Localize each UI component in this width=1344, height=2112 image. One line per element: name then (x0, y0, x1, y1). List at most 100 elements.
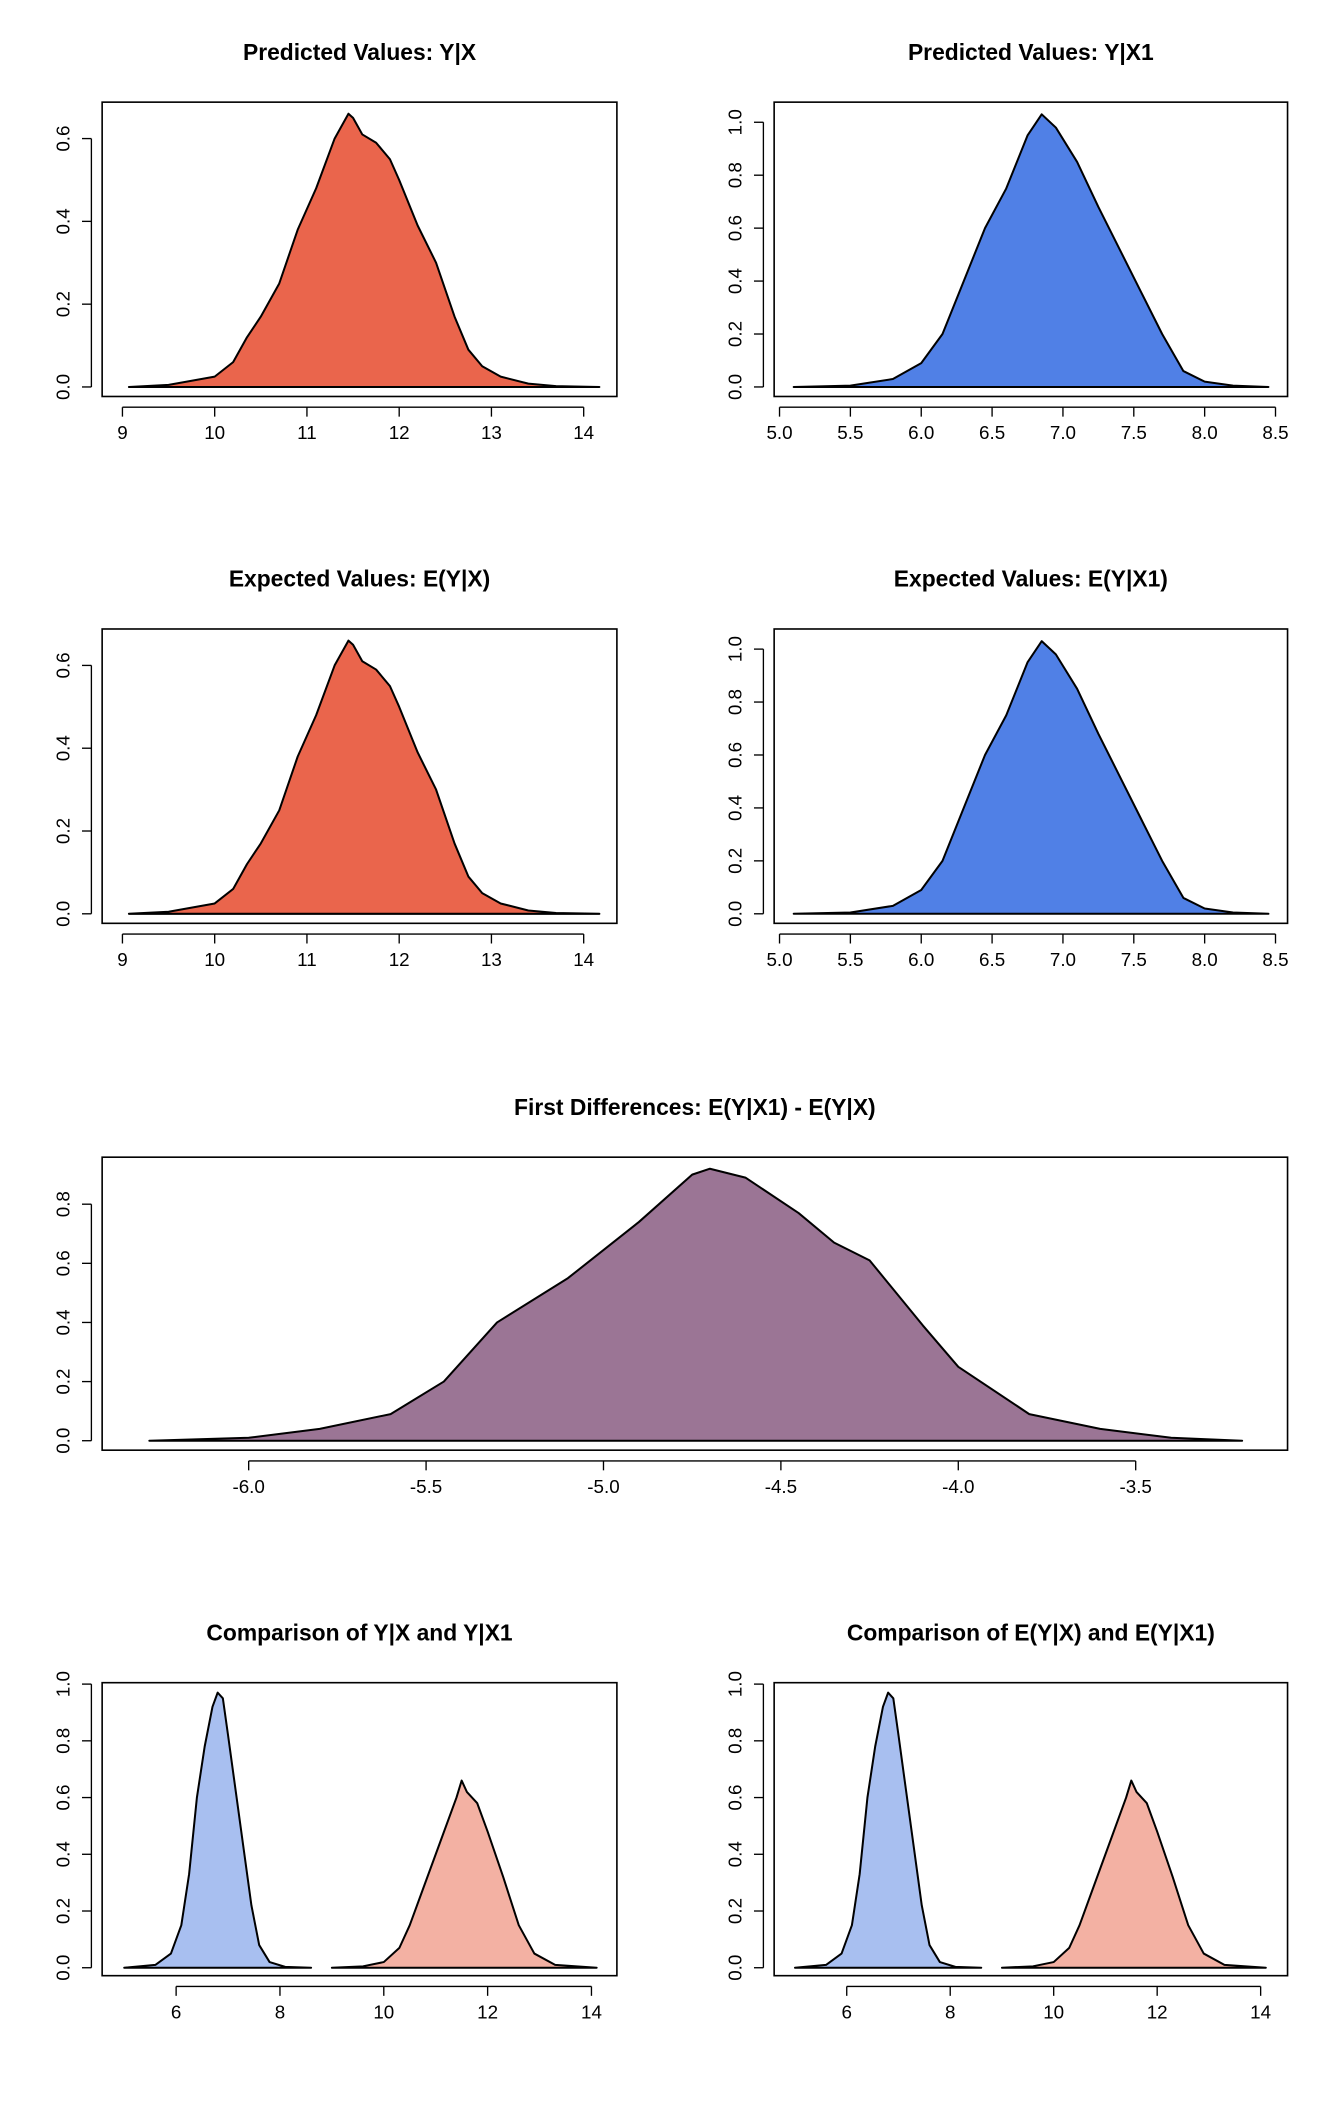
x-tick-label: 11 (297, 949, 317, 970)
x-tick-label: 8.0 (1192, 422, 1218, 443)
x-tick-label: 8 (945, 2001, 955, 2022)
x-tick-label: 9 (117, 422, 127, 443)
y-tick-label: 0.2 (724, 848, 745, 874)
x-tick-label: 8.5 (1262, 422, 1288, 443)
x-tick-label: 9 (117, 949, 127, 970)
x-tick-label: 7.0 (1050, 949, 1076, 970)
y-tick-label: 0.0 (52, 374, 73, 400)
y-tick-label: 0.0 (52, 1428, 73, 1454)
chart-title: Expected Values: E(Y|X1) (894, 566, 1168, 592)
y-tick-label: 0.4 (52, 1309, 73, 1335)
x-tick-label: 8 (275, 2001, 285, 2022)
x-tick-label: 8.5 (1262, 949, 1288, 970)
y-tick-label: 0.4 (724, 795, 745, 821)
y-tick-label: 1.0 (724, 1671, 745, 1697)
y-tick-label: 0.6 (724, 742, 745, 768)
plot-frame (101, 1681, 618, 1977)
y-tick-label: 0.2 (52, 1369, 73, 1395)
x-tick-label: -5.0 (587, 1476, 619, 1497)
x-tick-label: 10 (373, 2001, 394, 2022)
x-tick-label: 6.5 (979, 422, 1005, 443)
density-area (793, 1691, 983, 1969)
x-tick-label: 10 (1043, 2001, 1064, 2022)
x-tick-label: 14 (573, 422, 594, 443)
x-tick-label: 13 (481, 422, 502, 443)
x-tick-label: 12 (1147, 2001, 1168, 2022)
density-area (127, 639, 601, 915)
plot-frame (101, 1156, 1289, 1451)
density-area (792, 640, 1270, 915)
x-tick-label: 6 (841, 2001, 851, 2022)
x-tick-label: 6.0 (908, 422, 934, 443)
y-tick-label: 1.0 (724, 109, 745, 135)
y-tick-label: 0.4 (724, 1841, 745, 1867)
y-tick-label: 0.4 (52, 735, 73, 761)
density-area (792, 113, 1270, 388)
chart-title: Comparison of E(Y|X) and E(Y|X1) (847, 1619, 1215, 1645)
x-tick-label: 11 (297, 422, 317, 443)
y-tick-label: 0.2 (52, 818, 73, 844)
x-tick-label: 13 (481, 949, 502, 970)
x-tick-label: -4.0 (942, 1476, 974, 1497)
y-tick-label: 1.0 (724, 636, 745, 662)
y-tick-label: 0.8 (52, 1728, 73, 1754)
x-tick-label: 10 (204, 422, 225, 443)
y-tick-label: 0.4 (724, 268, 745, 294)
y-tick-label: 0.2 (724, 1898, 745, 1924)
x-tick-label: 6.5 (979, 949, 1005, 970)
y-tick-label: 0.4 (52, 208, 73, 234)
y-tick-label: 0.6 (52, 652, 73, 678)
x-tick-label: 8.0 (1192, 949, 1218, 970)
y-tick-label: 0.8 (52, 1191, 73, 1217)
y-tick-label: 0.0 (52, 1955, 73, 1981)
y-tick-label: 0.0 (724, 374, 745, 400)
x-tick-label: 14 (1250, 2001, 1271, 2022)
x-tick-label: -3.5 (1119, 1476, 1151, 1497)
x-tick-label: 5.5 (837, 949, 863, 970)
x-tick-label: 5.0 (766, 422, 792, 443)
y-tick-label: 1.0 (52, 1671, 73, 1697)
density-area (127, 112, 601, 388)
y-tick-label: 0.0 (724, 901, 745, 927)
x-tick-label: 10 (204, 949, 225, 970)
chart-title: Predicted Values: Y|X1 (908, 39, 1154, 65)
x-tick-label: -4.5 (765, 1476, 797, 1497)
x-tick-label: -5.5 (410, 1476, 442, 1497)
x-tick-label: 7.5 (1121, 949, 1147, 970)
y-tick-label: 0.2 (52, 291, 73, 317)
x-tick-label: 6.0 (908, 949, 934, 970)
y-tick-label: 0.4 (52, 1841, 73, 1867)
y-tick-label: 0.6 (52, 1784, 73, 1810)
x-tick-label: 12 (477, 2001, 498, 2022)
y-tick-label: 0.6 (724, 215, 745, 241)
x-tick-label: 14 (573, 949, 594, 970)
x-tick-label: 12 (389, 422, 410, 443)
y-tick-label: 0.2 (724, 321, 745, 347)
y-tick-label: 0.0 (724, 1955, 745, 1981)
y-tick-label: 0.6 (52, 126, 73, 152)
plot-frame (773, 1681, 1289, 1977)
density-area (148, 1167, 1244, 1442)
x-tick-label: 7.5 (1121, 422, 1147, 443)
density-area (1000, 1779, 1267, 1969)
chart-title: Comparison of Y|X and Y|X1 (206, 1619, 513, 1645)
x-tick-label: 14 (581, 2001, 602, 2022)
chart-title: Expected Values: E(Y|X) (229, 566, 490, 592)
plot-frame (773, 101, 1289, 398)
y-tick-label: 0.2 (52, 1898, 73, 1924)
y-tick-label: 0.8 (724, 162, 745, 188)
x-tick-label: -6.0 (232, 1476, 264, 1497)
y-tick-label: 0.8 (724, 1728, 745, 1754)
x-tick-label: 12 (389, 949, 410, 970)
plot-frame (773, 628, 1289, 925)
y-tick-label: 0.0 (52, 901, 73, 927)
plot-frame (101, 628, 618, 925)
density-area (123, 1691, 313, 1969)
chart-title: First Differences: E(Y|X1) - E(Y|X) (514, 1094, 876, 1120)
density-area (330, 1779, 598, 1969)
y-tick-label: 0.6 (724, 1784, 745, 1810)
chart-title: Predicted Values: Y|X (243, 39, 477, 65)
x-tick-label: 6 (171, 2001, 181, 2022)
y-tick-label: 0.6 (52, 1250, 73, 1276)
